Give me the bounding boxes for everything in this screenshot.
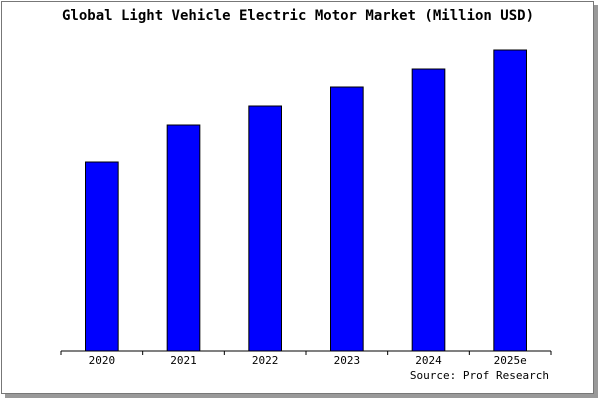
bar xyxy=(411,68,446,352)
bar xyxy=(493,49,528,352)
x-tick-label: 2024 xyxy=(415,354,442,367)
x-tick-label: 2020 xyxy=(89,354,116,367)
chart-title: Global Light Vehicle Electric Motor Mark… xyxy=(62,8,534,24)
bar xyxy=(166,124,201,352)
x-tick-label: 2025e xyxy=(494,354,527,367)
x-tick-label: 2023 xyxy=(334,354,361,367)
bar xyxy=(85,161,119,352)
x-tick-label: 2021 xyxy=(170,354,197,367)
x-tick-label: 2022 xyxy=(252,354,279,367)
source-note: Source: Prof Research xyxy=(410,369,549,382)
bar xyxy=(248,105,282,352)
bar xyxy=(330,86,364,352)
